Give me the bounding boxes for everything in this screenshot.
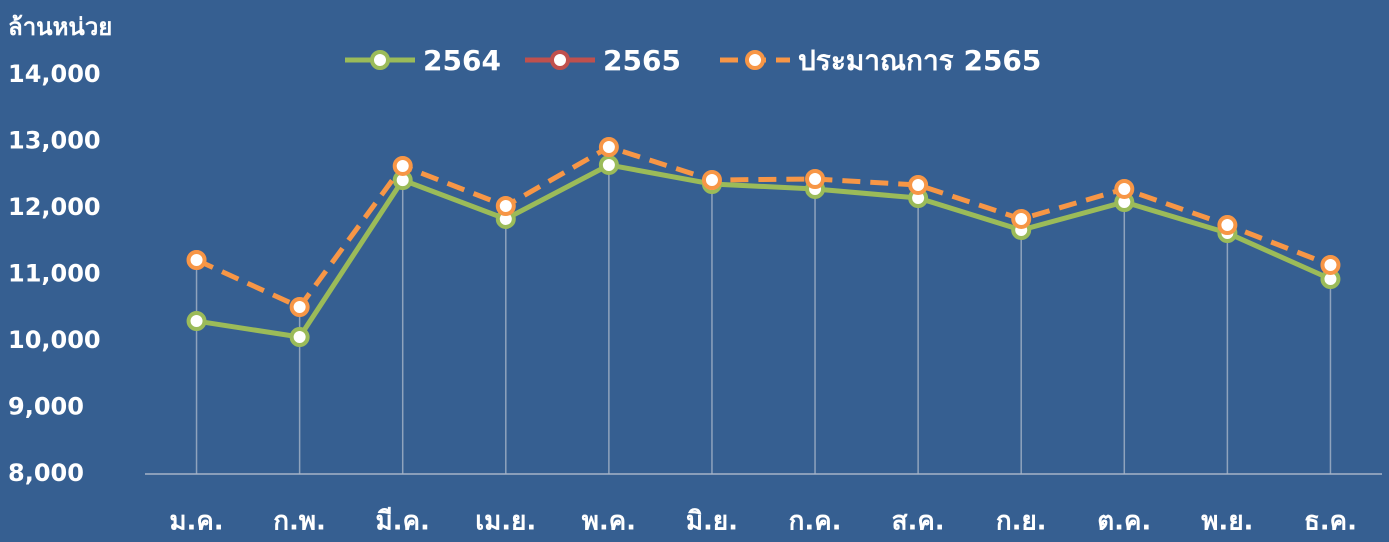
legend-label: 2564 [423,44,501,77]
x-tick-label: เม.ย. [475,507,536,537]
marker [1217,215,1238,236]
y-tick-label: 13,000 [8,127,101,155]
marker [289,327,310,348]
x-tick-label: ส.ค. [892,507,945,537]
marker [289,297,310,318]
series-line [195,144,1332,311]
y-tick-label: 10,000 [8,326,101,354]
x-tick-label: ก.พ. [273,507,326,537]
marker [598,137,619,158]
legend-label: 2565 [603,44,681,77]
y-tick-label: 11,000 [8,260,101,288]
marker [805,169,826,190]
x-tick-label: พ.ค. [582,507,636,537]
y-tick-label: 8,000 [8,459,84,487]
y-axis-label: ล้านหน่วย [8,13,112,41]
x-tick-label: พ.ย. [1201,507,1253,537]
x-tick-label: มี.ค. [376,507,430,537]
y-tick-label: 9,000 [8,393,84,421]
x-tick-label: ก.ค. [789,507,842,537]
legend-marker [745,50,765,70]
marker [908,174,929,195]
x-tick-label: ม.ค. [169,507,223,537]
x-tick-label: มิ.ย. [686,507,738,537]
marker [392,155,413,176]
marker [495,196,516,217]
marker [1114,178,1135,199]
marker [1011,208,1032,229]
marker [186,250,207,271]
legend-marker [550,50,570,70]
marker [186,311,207,332]
marker [598,154,619,175]
y-tick-label: 12,000 [8,193,101,221]
x-tick-label: ก.ย. [996,507,1047,537]
x-tick-label: ธ.ค. [1304,507,1357,537]
series-line [196,162,1332,340]
marker [701,170,722,191]
marker [1320,254,1341,275]
y-tick-label: 14,000 [8,60,101,88]
legend-label: ประมาณการ 2565 [798,44,1041,77]
x-tick-label: ต.ค. [1097,507,1151,537]
legend-marker [370,50,390,70]
